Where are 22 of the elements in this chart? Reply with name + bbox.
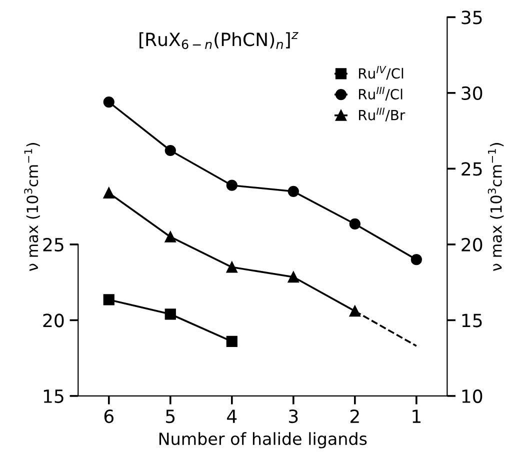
x-tick-label: 1 bbox=[412, 410, 420, 423]
y2-tick-label: 35 bbox=[462, 10, 482, 24]
x-tick-label: 2 bbox=[350, 409, 359, 423]
x-tick-label: 3 bbox=[289, 409, 298, 424]
y2-axis-title: ν max (10$^{3}$cm$^{−1}$) bbox=[488, 143, 504, 272]
y-axis-title: ν max (10$^{3}$cm$^{−1}$) bbox=[24, 143, 40, 272]
y-tick-label: 25 bbox=[43, 238, 64, 252]
x-axis-title: Number of halide ligands bbox=[159, 432, 367, 448]
y2-tick-label: 10 bbox=[462, 389, 482, 404]
x-tick-label: 6 bbox=[104, 409, 114, 424]
x-tick-label: 5 bbox=[166, 410, 175, 424]
y2-tick-label: 25 bbox=[462, 162, 482, 176]
x-tick-label: 4 bbox=[227, 410, 237, 423]
y-tick-label: 15 bbox=[44, 390, 64, 404]
text: [RuX$_{6−n}$(PhCN)$_{n}$]$^{z}$ bbox=[140, 32, 298, 50]
legend-label: Ru$^{III}$/Cl bbox=[359, 86, 402, 101]
y2-tick-label: 30 bbox=[462, 86, 482, 100]
y-tick-label: 20 bbox=[43, 314, 64, 328]
y2-tick-label: 20 bbox=[462, 238, 482, 252]
y2-tick-label: 15 bbox=[462, 314, 482, 328]
legend-label: Ru$^{IV}$/Cl bbox=[359, 66, 404, 80]
legend-label: Ru$^{III}$/Br bbox=[359, 108, 406, 122]
